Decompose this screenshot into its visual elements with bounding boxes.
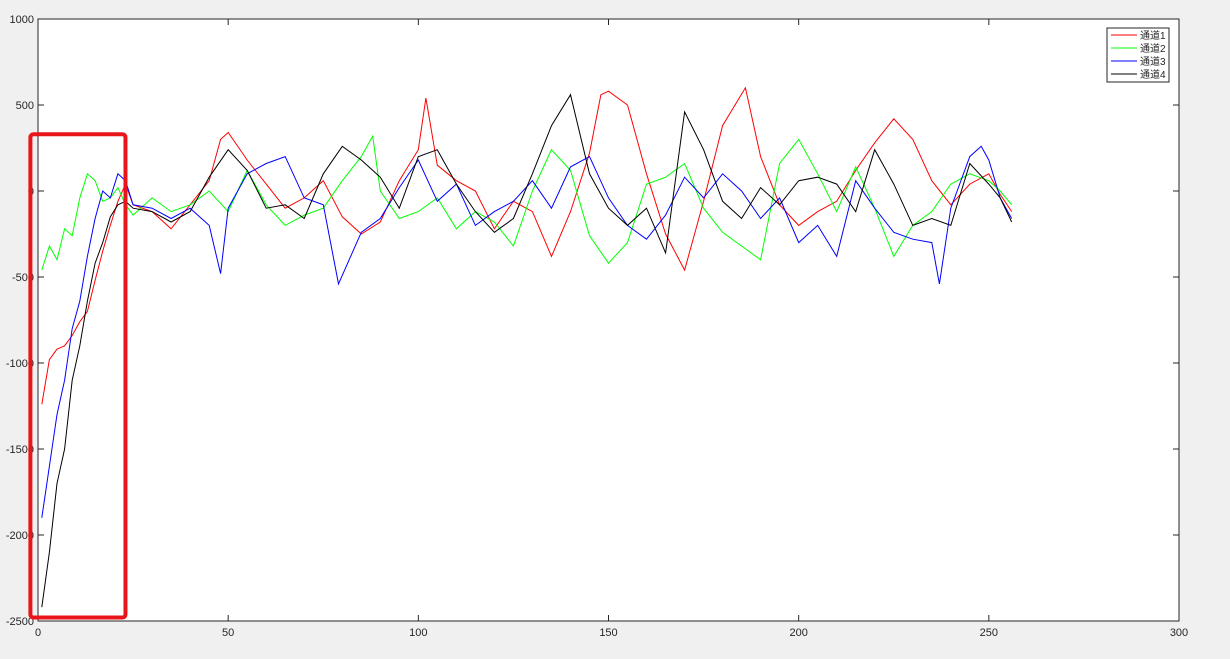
- legend-label-3: 通道3: [1140, 55, 1166, 68]
- x-tick-label: 50: [222, 627, 234, 639]
- y-tick-label: -2500: [6, 616, 34, 628]
- y-tick-label: 500: [16, 100, 34, 112]
- x-tick-label: 250: [980, 627, 998, 639]
- series-line-4: [41, 93, 1013, 608]
- x-tick-label: 150: [599, 627, 617, 639]
- highlight-layer: [28, 132, 128, 620]
- x-tick-label: 0: [35, 627, 41, 639]
- y-tick-label: 1000: [10, 14, 34, 26]
- x-tick-label: 300: [1170, 627, 1188, 639]
- axes-layer: 0 50 100 150 200 250 300-2500-2000-1500-1000-5…: [6, 14, 1188, 639]
- plot-area: [38, 19, 1179, 621]
- highlight-box: [28, 132, 128, 620]
- series-line-2: [41, 134, 1013, 271]
- y-tick-label: -2000: [6, 530, 34, 542]
- series-line-3: [41, 145, 1013, 518]
- legend-label-4: 通道4: [1140, 68, 1166, 81]
- y-tick-label: -1000: [6, 358, 34, 370]
- legend-label-1: 通道1: [1140, 29, 1166, 42]
- legend-box: [1106, 27, 1170, 83]
- y-tick-label: -1500: [6, 444, 34, 456]
- series-layer: [41, 86, 1013, 608]
- series-line-1: [41, 86, 1013, 405]
- x-tick-label: 100: [409, 627, 427, 639]
- legend-label-2: 通道2: [1140, 42, 1166, 55]
- x-tick-label: 200: [789, 627, 807, 639]
